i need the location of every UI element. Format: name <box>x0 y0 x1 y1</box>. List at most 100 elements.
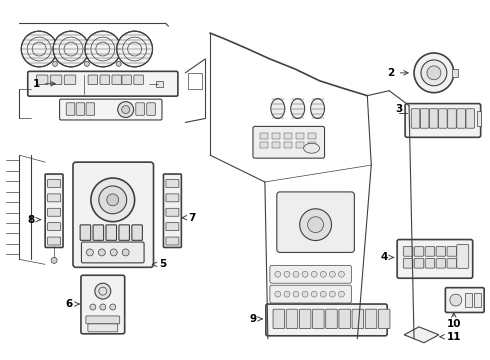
FancyBboxPatch shape <box>166 208 179 216</box>
Circle shape <box>99 186 127 214</box>
Bar <box>477 111 481 126</box>
FancyBboxPatch shape <box>73 162 153 267</box>
FancyBboxPatch shape <box>405 104 481 137</box>
FancyBboxPatch shape <box>445 288 484 312</box>
Bar <box>284 133 292 139</box>
Bar <box>188 73 202 89</box>
FancyBboxPatch shape <box>166 194 179 202</box>
Text: 3: 3 <box>395 104 403 113</box>
FancyBboxPatch shape <box>48 223 61 231</box>
FancyBboxPatch shape <box>80 225 91 240</box>
FancyBboxPatch shape <box>286 309 298 329</box>
Circle shape <box>53 31 89 67</box>
Circle shape <box>95 283 111 299</box>
Text: 8: 8 <box>27 215 41 225</box>
Circle shape <box>118 102 134 117</box>
Text: 4: 4 <box>381 252 393 262</box>
FancyBboxPatch shape <box>122 75 131 85</box>
Bar <box>295 133 304 139</box>
FancyBboxPatch shape <box>136 103 145 115</box>
Ellipse shape <box>304 143 319 153</box>
FancyBboxPatch shape <box>365 309 377 329</box>
Circle shape <box>85 31 121 67</box>
Text: 5: 5 <box>152 259 166 269</box>
FancyBboxPatch shape <box>403 258 413 268</box>
Text: 1: 1 <box>32 79 55 89</box>
Bar <box>295 142 304 148</box>
FancyBboxPatch shape <box>86 103 95 115</box>
Bar <box>284 142 292 148</box>
FancyBboxPatch shape <box>166 237 179 245</box>
FancyBboxPatch shape <box>270 285 351 303</box>
FancyBboxPatch shape <box>81 275 124 334</box>
Circle shape <box>275 291 281 297</box>
FancyBboxPatch shape <box>166 180 179 188</box>
Circle shape <box>300 209 332 240</box>
Text: 9: 9 <box>249 314 262 324</box>
FancyBboxPatch shape <box>106 225 117 240</box>
Circle shape <box>117 31 152 67</box>
FancyBboxPatch shape <box>457 244 469 268</box>
Text: 10: 10 <box>446 319 461 329</box>
FancyBboxPatch shape <box>64 75 76 85</box>
FancyBboxPatch shape <box>76 103 85 115</box>
FancyBboxPatch shape <box>420 109 429 128</box>
Ellipse shape <box>271 99 285 118</box>
Circle shape <box>339 271 344 277</box>
FancyBboxPatch shape <box>425 247 435 256</box>
FancyBboxPatch shape <box>411 109 420 128</box>
Circle shape <box>293 291 299 297</box>
FancyBboxPatch shape <box>378 309 390 329</box>
FancyBboxPatch shape <box>397 239 473 278</box>
FancyBboxPatch shape <box>28 71 178 96</box>
Circle shape <box>284 271 290 277</box>
Bar <box>272 142 280 148</box>
Circle shape <box>100 304 106 310</box>
Circle shape <box>311 271 317 277</box>
Bar <box>260 133 268 139</box>
FancyBboxPatch shape <box>48 194 61 202</box>
Circle shape <box>107 194 119 206</box>
FancyBboxPatch shape <box>436 258 446 268</box>
FancyBboxPatch shape <box>439 109 447 128</box>
Bar <box>260 142 268 148</box>
Bar <box>474 293 481 307</box>
FancyBboxPatch shape <box>414 247 424 256</box>
Circle shape <box>320 271 326 277</box>
FancyBboxPatch shape <box>339 309 350 329</box>
Bar <box>308 133 316 139</box>
Circle shape <box>421 60 447 86</box>
Circle shape <box>414 53 454 93</box>
Circle shape <box>329 271 335 277</box>
Circle shape <box>122 105 130 113</box>
FancyBboxPatch shape <box>166 223 179 231</box>
FancyBboxPatch shape <box>266 304 387 336</box>
FancyBboxPatch shape <box>273 309 285 329</box>
Circle shape <box>302 291 308 297</box>
FancyBboxPatch shape <box>457 109 465 128</box>
FancyBboxPatch shape <box>326 309 337 329</box>
FancyBboxPatch shape <box>429 109 438 128</box>
FancyBboxPatch shape <box>436 247 446 256</box>
Bar <box>465 293 472 307</box>
FancyBboxPatch shape <box>253 126 324 158</box>
FancyBboxPatch shape <box>447 247 457 256</box>
FancyBboxPatch shape <box>299 309 311 329</box>
Bar <box>272 133 280 139</box>
Ellipse shape <box>311 99 324 118</box>
Circle shape <box>308 217 323 233</box>
Circle shape <box>275 271 281 277</box>
Polygon shape <box>404 327 439 343</box>
Circle shape <box>84 62 89 66</box>
Circle shape <box>320 291 326 297</box>
Bar <box>155 81 164 87</box>
FancyBboxPatch shape <box>270 265 351 283</box>
FancyBboxPatch shape <box>48 237 61 245</box>
FancyBboxPatch shape <box>112 75 122 85</box>
FancyBboxPatch shape <box>132 225 143 240</box>
Circle shape <box>98 249 105 256</box>
Circle shape <box>91 178 135 222</box>
FancyBboxPatch shape <box>313 309 324 329</box>
FancyBboxPatch shape <box>134 75 144 85</box>
Circle shape <box>293 271 299 277</box>
